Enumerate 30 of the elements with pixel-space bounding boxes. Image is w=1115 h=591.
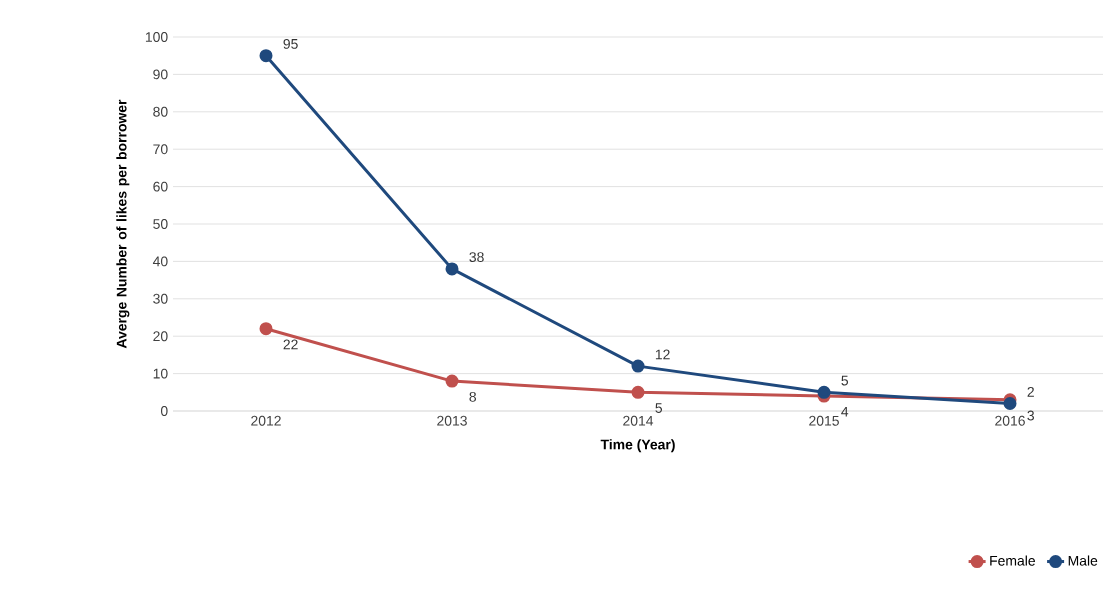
y-axis-title: Averge Number of likes per borrower: [116, 99, 130, 349]
x-tick-label: 2013: [437, 415, 467, 426]
y-tick-label: 30: [153, 293, 168, 304]
data-label: 3: [1027, 410, 1034, 421]
y-tick-label: 40: [152, 256, 168, 267]
data-label: 5: [841, 375, 849, 386]
data-label: 8: [469, 391, 477, 402]
data-label: 5: [655, 403, 663, 413]
data-label: 95: [283, 38, 298, 49]
data-label: 38: [469, 252, 484, 263]
y-tick-label: 50: [153, 219, 168, 229]
y-tick-label: 0: [160, 406, 168, 416]
data-label: 12: [655, 349, 670, 360]
legend-label: Female: [990, 555, 1035, 566]
y-tick-label: 90: [153, 69, 168, 80]
x-tick-label: 2016: [995, 415, 1025, 426]
y-tick-label: 60: [153, 181, 168, 192]
data-label: 4: [841, 406, 849, 417]
y-tick-label: 70: [153, 144, 168, 155]
y-tick-label: 100: [145, 32, 168, 42]
y-tick-label: 80: [153, 106, 168, 117]
legend-label: Male: [1068, 555, 1098, 566]
x-tick-label: 2012: [251, 415, 281, 426]
data-label: 2: [1027, 386, 1034, 397]
x-axis-title: Time (Year): [600, 439, 675, 453]
y-tick-label: 20: [153, 331, 168, 342]
x-tick-label: 2015: [809, 415, 839, 426]
y-tick-label: 10: [153, 368, 168, 379]
x-tick-label: 2014: [623, 415, 654, 426]
data-label: 22: [283, 339, 298, 350]
